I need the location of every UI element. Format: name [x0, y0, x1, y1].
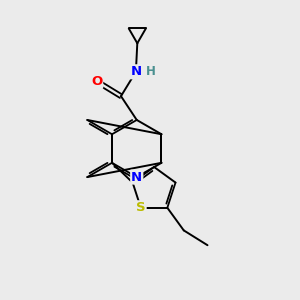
Text: N: N	[131, 171, 142, 184]
Text: N: N	[130, 65, 141, 78]
Text: O: O	[91, 75, 102, 88]
Text: S: S	[136, 201, 146, 214]
Text: H: H	[146, 65, 156, 78]
